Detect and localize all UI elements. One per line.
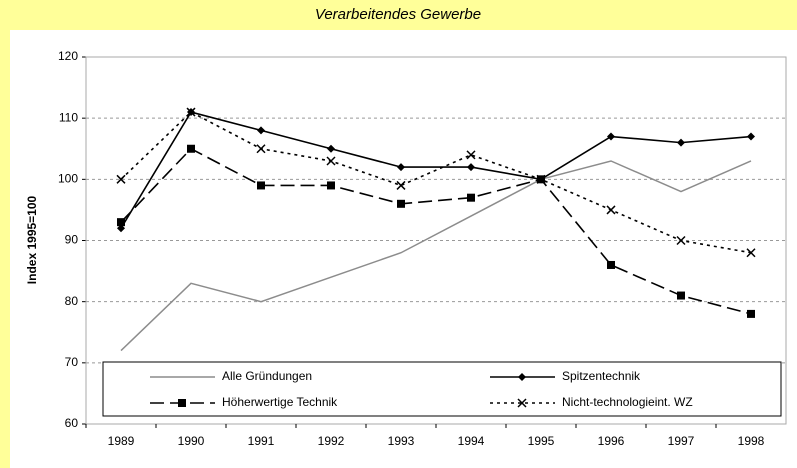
y-tick-label: 120	[58, 49, 78, 63]
legend-label: Alle Gründungen	[222, 369, 312, 383]
x-tick-label: 1996	[598, 434, 625, 448]
marker	[397, 163, 405, 172]
marker	[256, 144, 266, 154]
marker	[467, 163, 475, 172]
y-tick-label: 100	[58, 172, 78, 186]
marker	[747, 132, 755, 141]
marker	[117, 224, 125, 233]
x-tick-label: 1989	[108, 434, 135, 448]
legend-label: Spitzentechnik	[562, 369, 641, 383]
x-tick-label: 1997	[668, 434, 695, 448]
marker	[178, 399, 186, 407]
marker	[467, 193, 475, 202]
x-tick-label: 1995	[528, 434, 555, 448]
marker	[518, 373, 526, 381]
marker	[606, 205, 616, 215]
marker	[396, 180, 406, 190]
marker	[116, 174, 126, 184]
marker	[466, 150, 476, 160]
legend	[102, 361, 782, 417]
series-line	[120, 160, 752, 352]
x-tick-label: 1998	[738, 434, 765, 448]
marker	[257, 126, 265, 135]
legend-label: Höherwertige Technik	[222, 395, 338, 409]
y-tick-label: 70	[65, 355, 79, 369]
marker	[746, 248, 756, 258]
series-line	[120, 147, 752, 315]
y-tick-label: 80	[65, 294, 79, 308]
marker	[327, 144, 335, 153]
marker	[517, 398, 527, 408]
chart-title: Verarbeitendes Gewerbe	[315, 6, 481, 23]
marker	[117, 218, 125, 227]
x-tick-label: 1990	[178, 434, 205, 448]
marker	[747, 309, 755, 318]
marker	[327, 181, 335, 190]
marker	[677, 138, 685, 147]
marker	[326, 156, 336, 166]
marker	[607, 132, 615, 141]
legend-label: Nicht-technologieint. WZ	[562, 395, 693, 409]
x-tick-label: 1991	[248, 434, 275, 448]
series-line	[120, 111, 752, 229]
marker	[536, 174, 546, 184]
marker	[676, 235, 686, 246]
x-tick-label: 1993	[388, 434, 415, 448]
marker	[186, 107, 196, 117]
y-tick-label: 90	[65, 233, 79, 247]
x-tick-label: 1992	[318, 434, 345, 448]
y-axis-label: Index 1995=100	[25, 195, 39, 284]
marker	[257, 181, 265, 190]
series-line	[120, 111, 752, 254]
marker	[607, 260, 615, 269]
y-tick-label: 110	[59, 110, 78, 124]
x-tick-label: 1994	[458, 434, 485, 448]
marker	[187, 144, 195, 153]
y-tick-label: 60	[65, 416, 79, 430]
marker	[677, 291, 685, 300]
marker	[397, 199, 405, 208]
